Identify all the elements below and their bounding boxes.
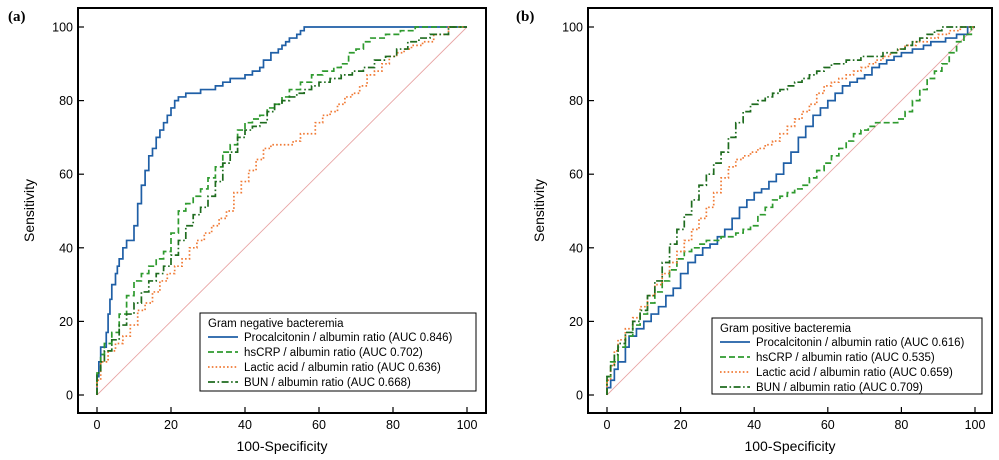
panel-label: (a): [8, 9, 26, 25]
x-tick-label: 0: [94, 418, 101, 432]
y-tick-label: 80: [59, 94, 73, 108]
y-tick-label: 0: [576, 389, 583, 403]
roc-curve-4: [96, 26, 467, 395]
legend-entry: Lactic acid / albumin ratio (AUC 0.636): [244, 362, 441, 374]
roc-curve-2: [96, 26, 467, 395]
legend-entry: Lactic acid / albumin ratio (AUC 0.659): [756, 367, 953, 379]
roc-curve-4: [606, 26, 975, 395]
roc-curve-2: [606, 26, 975, 395]
x-tick-label: 20: [164, 418, 178, 432]
y-tick-label: 60: [59, 168, 73, 182]
y-tick-label: 60: [569, 168, 583, 182]
legend-box: [199, 312, 477, 392]
x-axis-label: 100-Specificity: [744, 438, 835, 454]
x-tick-label: 20: [674, 418, 688, 432]
legend-entry: Procalcitonin / albumin ratio (AUC 0.846…: [244, 332, 453, 344]
x-tick-label: 80: [894, 418, 908, 432]
reference-line: [606, 26, 976, 396]
legend-title: Gram negative bacteremia: [208, 318, 344, 330]
x-tick-label: 60: [821, 418, 835, 432]
y-tick-label: 100: [52, 21, 73, 35]
y-axis-label: Sensitivity: [21, 179, 37, 242]
roc-curve-1: [96, 26, 467, 395]
y-tick-label: 20: [59, 315, 73, 329]
x-tick-label: 80: [386, 418, 400, 432]
legend-entry: hsCRP / albumin ratio (AUC 0.535): [756, 352, 935, 364]
legend-entry: BUN / albumin ratio (AUC 0.709): [756, 382, 923, 394]
legend-entry: hsCRP / albumin ratio (AUC 0.702): [244, 347, 423, 359]
y-tick-label: 0: [66, 389, 73, 403]
x-tick-label: 0: [604, 418, 611, 432]
panel-label: (b): [516, 9, 534, 25]
y-axis-label: Sensitivity: [531, 179, 547, 242]
roc-curve-1: [606, 26, 975, 395]
x-tick-label: 40: [238, 418, 252, 432]
y-tick-label: 40: [59, 241, 73, 255]
x-axis-label: 100-Specificity: [236, 438, 327, 454]
legend-title: Gram positive bacteremia: [720, 323, 852, 335]
y-tick-label: 20: [569, 315, 583, 329]
panel-b: (b) 0 20 40 60 80 100 0 20 40 60 80 100 100-Specifici…: [516, 7, 993, 454]
reference-line: [96, 26, 468, 396]
y-tick-label: 80: [569, 94, 583, 108]
y-tick-label: 100: [562, 21, 583, 35]
plot-frame: [77, 7, 487, 414]
x-tick-label: 60: [312, 418, 326, 432]
x-tick-label: 100: [965, 418, 986, 432]
roc-curve-3: [96, 26, 467, 395]
x-tick-label: 100: [457, 418, 478, 432]
legend-entry: Procalcitonin / albumin ratio (AUC 0.616…: [756, 337, 965, 349]
plot-frame: [587, 7, 993, 414]
y-tick-label: 40: [569, 241, 583, 255]
x-tick-label: 40: [747, 418, 761, 432]
panel-a: (a) 0 20 40 60 80 100 0 20 40 60 80 100 100-Specifici…: [8, 7, 487, 454]
legend-box: [711, 317, 983, 395]
legend-entry: BUN / albumin ratio (AUC 0.668): [244, 377, 411, 389]
